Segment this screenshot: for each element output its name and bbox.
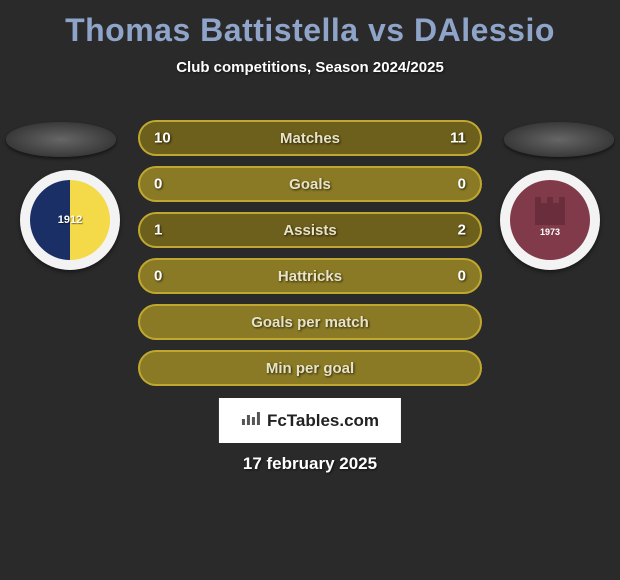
badge-right-year: 1973 (540, 227, 560, 237)
castle-icon (535, 203, 565, 225)
stat-row: Goals per match (138, 304, 482, 340)
vs-text: vs (368, 12, 405, 48)
player1-silhouette (6, 122, 116, 157)
stat-label: Goals per match (251, 314, 369, 331)
subtitle: Club competitions, Season 2024/2025 (0, 59, 620, 76)
stat-value-right: 2 (458, 222, 466, 239)
stat-label: Matches (280, 130, 340, 147)
club-badge-left-inner: 1912 (30, 180, 110, 260)
stat-row: 0 Goals 0 (138, 166, 482, 202)
stat-row: Min per goal (138, 350, 482, 386)
stat-row: 0 Hattricks 0 (138, 258, 482, 294)
stats-container: 10 Matches 11 0 Goals 0 1 Assists 2 0 Hattricks 0 Go… (138, 120, 482, 396)
stat-value-right: 11 (450, 130, 466, 147)
badge-left-year: 1912 (58, 214, 82, 226)
brand-box[interactable]: FcTables.com (219, 398, 401, 443)
stat-label: Goals (289, 176, 331, 193)
player1-name: Thomas Battistella (65, 12, 359, 48)
page-title: Thomas Battistella vs DAlessio (0, 0, 620, 49)
player2-silhouette (504, 122, 614, 157)
stat-label: Min per goal (266, 360, 354, 377)
stat-row: 10 Matches 11 (138, 120, 482, 156)
brand-text: FcTables.com (267, 411, 379, 431)
stat-value-right: 0 (458, 176, 466, 193)
stat-value-left: 0 (154, 176, 162, 193)
player2-name: DAlessio (414, 12, 555, 48)
stat-value-left: 10 (154, 130, 171, 147)
stat-value-right: 0 (458, 268, 466, 285)
stat-value-left: 1 (154, 222, 162, 239)
stat-value-left: 0 (154, 268, 162, 285)
stat-row: 1 Assists 2 (138, 212, 482, 248)
club-badge-left: 1912 (20, 170, 120, 270)
stat-label: Hattricks (278, 268, 342, 285)
stat-label: Assists (283, 222, 336, 239)
date-text: 17 february 2025 (0, 454, 620, 474)
chart-icon (241, 410, 261, 431)
club-badge-right-inner: 1973 (510, 180, 590, 260)
club-badge-right: 1973 (500, 170, 600, 270)
